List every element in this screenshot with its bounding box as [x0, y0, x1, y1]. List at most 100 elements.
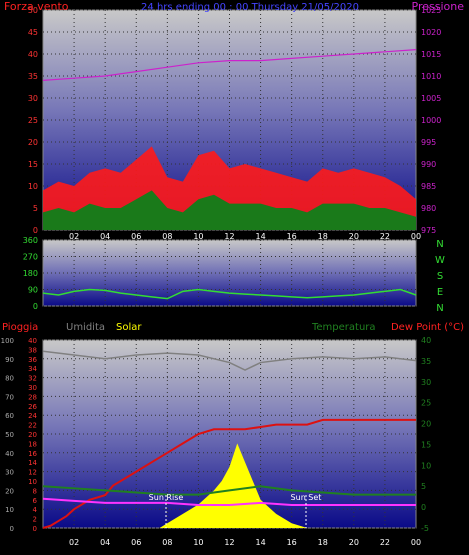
dewpoint-tick: 35: [421, 357, 431, 366]
bottom-y-ticks: 0102030405060708090100024681012141618202…: [1, 336, 432, 533]
top-x-tick: 22: [380, 232, 390, 241]
rain-tick: 10: [28, 478, 37, 486]
top-y-tick-right: 1025: [421, 6, 441, 15]
top-y-tick-left: 45: [28, 28, 38, 37]
mid-y-ticks: 0 90 180 270 360: [23, 236, 38, 311]
top-y-tick-right: 985: [421, 182, 436, 191]
bottom-x-tick: 04: [100, 538, 110, 547]
bottom-x-tick: 10: [193, 538, 203, 547]
compass-letter: S: [437, 271, 443, 282]
top-x-tick: 18: [318, 232, 328, 241]
bottom-titles: Pioggia Umidita Solar Temperatura Dew Point …: [2, 322, 464, 333]
top-y-tick-right: 995: [421, 138, 436, 147]
humidity-tick: 80: [5, 375, 14, 383]
bottom-title: Pioggia: [2, 322, 38, 333]
bottom-title: Dew Point (°C): [391, 322, 464, 333]
top-y-tick-right: 975: [421, 226, 436, 235]
top-y-tick-right: 1005: [421, 94, 441, 103]
rain-tick: 8: [33, 487, 37, 495]
rain-tick: 34: [28, 365, 37, 373]
top-y-tick-left: 50: [28, 6, 38, 15]
bottom-series: [42, 350, 417, 529]
top-x-tick: 02: [69, 232, 79, 241]
dewpoint-tick: 0: [421, 503, 426, 512]
humidity-tick: 50: [5, 431, 14, 439]
bottom-x-tick: 16: [287, 538, 297, 547]
dewpoint-tick: 10: [421, 461, 431, 470]
bottom-title: Umidita: [66, 322, 105, 333]
bottom-x-tick: 08: [162, 538, 172, 547]
top-grid: [43, 9, 416, 231]
top-y-tick-right: 1015: [421, 50, 441, 59]
bottom-x-tick: 02: [69, 538, 79, 547]
rain-tick: 38: [28, 346, 37, 354]
humidity-tick: 60: [5, 412, 14, 420]
humidity-tick: 90: [5, 356, 14, 364]
top-x-ticks: 02 04 06 08 10 12 14 16 18 20 22 00: [69, 232, 421, 241]
rain-tick: 24: [28, 412, 37, 420]
top-x-tick: 16: [287, 232, 297, 241]
bottom-x-tick: 00: [411, 538, 421, 547]
top-y-tick-left: 20: [28, 138, 38, 147]
compass-letter: N: [436, 303, 443, 314]
top-left-title: Forza vento: [4, 0, 69, 13]
compass-letter: N: [436, 239, 443, 250]
rain-tick: 36: [28, 356, 37, 364]
top-x-tick: 10: [193, 232, 203, 241]
top-x-tick: 00: [411, 232, 421, 241]
top-y-tick-left: 15: [28, 160, 38, 169]
dewpoint-tick: -5: [421, 524, 429, 533]
humidity-line: [42, 350, 417, 371]
rain-tick: 14: [28, 459, 37, 467]
top-series: [42, 49, 417, 230]
pressure-line: [42, 49, 417, 81]
bottom-x-tick: 18: [318, 538, 328, 547]
wind-avg-area: [43, 190, 416, 230]
bottom-title: Temperatura: [311, 322, 376, 333]
temperature-line: [42, 485, 416, 496]
top-y-tick-right: 990: [421, 160, 436, 169]
mid-y-tick: 270: [23, 253, 38, 262]
solar-area: [159, 443, 308, 528]
top-y-ticks-left: 0 5 10 15 20 25 30 35 40 45 50: [28, 6, 38, 235]
dewpoint-tick: 20: [421, 420, 431, 429]
bottom-x-tick: 12: [224, 538, 234, 547]
top-y-tick-left: 25: [28, 116, 38, 125]
bottom-x-tick: 14: [255, 538, 265, 547]
rain-tick: 26: [28, 403, 37, 411]
bottom-x-tick: 06: [131, 538, 141, 547]
mid-y-tick: 0: [33, 302, 38, 311]
rain-tick: 22: [28, 422, 37, 430]
top-y-tick-left: 5: [33, 204, 38, 213]
humidity-tick: 100: [1, 337, 14, 345]
humidity-tick: 70: [5, 393, 14, 401]
sun-rise-label: Sun Rise: [149, 493, 184, 502]
rain-tick: 6: [33, 497, 38, 505]
top-y-tick-left: 35: [28, 72, 38, 81]
humidity-tick: 10: [5, 506, 14, 514]
bottom-title: Solar: [116, 322, 142, 333]
sun-set-label: Sun Set: [291, 493, 322, 502]
mid-series: [42, 288, 417, 300]
top-y-ticks-right: 975 980 985 990 995 1000 1005 1010 1015 1020 1025: [421, 6, 441, 235]
rain-tick: 40: [28, 337, 37, 345]
rain-tick: 12: [28, 469, 37, 477]
humidity-tick: 40: [5, 450, 14, 458]
top-y-tick-left: 0: [33, 226, 38, 235]
top-x-tick: 04: [100, 232, 110, 241]
bottom-x-tick: 20: [349, 538, 359, 547]
top-y-tick-right: 1000: [421, 116, 441, 125]
mid-y-tick: 90: [28, 286, 38, 295]
rain-tick: 28: [28, 393, 37, 401]
top-x-tick: 12: [224, 232, 234, 241]
bottom-grid: [43, 339, 416, 529]
top-y-tick-right: 980: [421, 204, 436, 213]
rain-tick: 30: [28, 384, 37, 392]
top-right-title: Pressione: [412, 0, 465, 13]
top-y-tick-right: 1020: [421, 28, 441, 37]
dewpoint-tick: 40: [421, 336, 431, 345]
compass-letter: E: [437, 287, 443, 298]
